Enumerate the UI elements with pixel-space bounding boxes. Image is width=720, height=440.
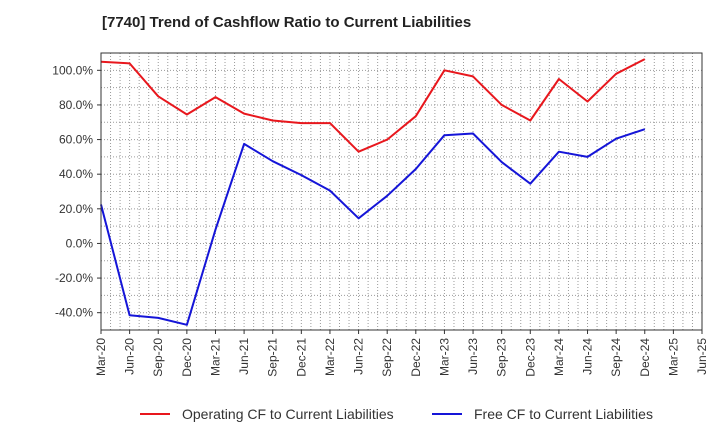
x-tick-label: Dec-24	[638, 338, 652, 377]
x-tick-label: Jun-23	[466, 338, 480, 375]
x-tick-label: Mar-25	[666, 338, 680, 376]
x-tick-label: Sep-22	[380, 338, 394, 377]
x-tick-label: Jun-25	[695, 338, 709, 375]
x-tick-label: Mar-23	[437, 338, 451, 376]
x-tick-label: Mar-21	[208, 338, 222, 376]
x-tick-label: Jun-22	[352, 338, 366, 375]
y-tick-label: 80.0%	[59, 98, 93, 112]
x-tick-label: Mar-20	[94, 338, 108, 376]
x-tick-label: Mar-24	[552, 338, 566, 376]
x-tick-label: Jun-24	[581, 338, 595, 375]
x-tick-label: Dec-23	[523, 338, 537, 377]
x-tick-label: Sep-20	[151, 338, 165, 377]
x-tick-label: Sep-21	[266, 338, 280, 377]
legend: Operating CF to Current Liabilities Free …	[140, 406, 653, 422]
y-tick-label: 40.0%	[59, 167, 93, 181]
legend-label-2: Free CF to Current Liabilities	[474, 406, 653, 422]
y-tick-label: -40.0%	[55, 306, 93, 320]
y-tick-label: 100.0%	[52, 63, 93, 77]
x-tick-label: Jun-20	[123, 338, 137, 375]
chart-title: [7740] Trend of Cashflow Ratio to Curren…	[102, 14, 472, 31]
plot-frame	[100, 52, 703, 331]
y-tick-label: 60.0%	[59, 133, 93, 147]
x-tick-label: Mar-22	[323, 338, 337, 376]
x-tick-label: Dec-22	[409, 338, 423, 377]
y-tick-label: 0.0%	[66, 236, 94, 250]
x-tick-label: Jun-21	[237, 338, 251, 375]
x-tick-label: Dec-21	[294, 338, 308, 377]
series-layer	[100, 58, 646, 326]
series-line-1	[100, 58, 646, 153]
x-tick-label: Sep-23	[495, 338, 509, 377]
x-tick-label: Sep-24	[609, 338, 623, 377]
legend-label-1: Operating CF to Current Liabilities	[182, 406, 394, 422]
y-tick-label: -20.0%	[55, 271, 93, 285]
series-line-2	[100, 128, 646, 326]
x-tick-label: Dec-20	[180, 338, 194, 377]
y-tick-label: 20.0%	[59, 202, 93, 216]
axis-layer: -40.0% -20.0% 0.0% 20.0% 40.0% 60.0% 80.0% 100.…	[52, 63, 709, 376]
